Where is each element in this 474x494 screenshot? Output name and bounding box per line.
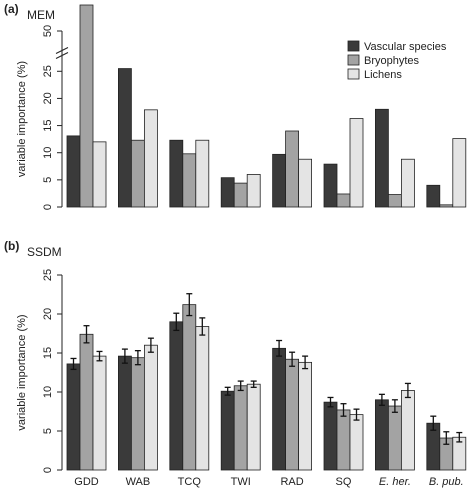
bar-lichens-wab (143, 109, 158, 208)
y-tick-label: 10 (42, 147, 54, 159)
bar-vascular-species-sq (323, 401, 338, 471)
bar-vascular-species-twi (220, 390, 235, 471)
y-tick-label: 0 (42, 467, 54, 473)
panel-b-tag: (b) (4, 239, 19, 253)
panel-a-title: MEM (27, 8, 55, 22)
legend-label-bryophytes: Bryophytes (364, 55, 420, 67)
bar-vascular-species-sq (323, 163, 338, 208)
bar-lichens-gdd (92, 141, 107, 208)
bar-bryophytes-e-her (387, 194, 402, 208)
legend-swatch-lichens (347, 68, 360, 80)
y-tick-label: 10 (42, 386, 54, 398)
bar-bryophytes-tcq (182, 153, 197, 208)
bar-bryophytes-sq (336, 409, 351, 471)
bar-bryophytes-b-pub (439, 204, 454, 208)
bar-lichens-twi (246, 383, 261, 471)
y-tick-label: 20 (42, 92, 54, 104)
bar-lichens-rad (298, 361, 313, 471)
legend-label-lichens: Lichens (364, 69, 402, 81)
y-axis-label: variable importance (%) (16, 314, 28, 430)
bar-bryophytes-rad (285, 358, 300, 471)
bar-vascular-species-wab (118, 68, 132, 208)
panel-a-tag: (a) (4, 2, 19, 16)
y-tick-label: 5 (42, 177, 54, 183)
bar-lichens-b-pub (452, 138, 467, 208)
bar-vascular-species-wab (118, 355, 132, 471)
bar-lichens-sq (349, 414, 364, 471)
bar-vascular-species-e-her (374, 399, 389, 471)
y-tick-label: 20 (42, 308, 54, 320)
x-tick-label: TCQ (178, 476, 202, 488)
bar-vascular-species-tcq (169, 139, 184, 208)
y-tick-label: 25 (42, 65, 54, 77)
legend-label-vascular-species: Vascular species (364, 41, 447, 53)
x-tick-label: B. pub. (429, 476, 464, 488)
bar-vascular-species-rad (272, 347, 287, 471)
bar-lichens-e-her (400, 390, 415, 471)
bar-bryophytes-gdd (79, 4, 94, 208)
x-tick-label: WAB (126, 476, 151, 488)
axis-break-mark (55, 47, 69, 54)
bar-bryophytes-tcq (182, 304, 197, 471)
y-tick-label: 25 (42, 269, 54, 281)
x-tick-label: RAD (280, 476, 303, 488)
panel-b-plot: 0 5 10 15 20 25 variable importance (%) GDD WAB T… (16, 269, 467, 488)
bar-bryophytes-sq (336, 193, 351, 208)
bar-vascular-species-e-her (374, 108, 389, 208)
bar-vascular-species-gdd (66, 135, 81, 208)
bar-lichens-tcq (195, 326, 210, 471)
bar-lichens-twi (246, 174, 261, 208)
bar-bryophytes-gdd (79, 333, 94, 471)
panel-a-plot: 0 5 10 15 20 25 50 variable importance (%) Vascu… (16, 4, 467, 210)
y-tick-label: 15 (42, 347, 54, 359)
legend-swatch-vascular-species (347, 40, 360, 52)
bar-lichens-rad (298, 158, 313, 208)
bar-lichens-tcq (195, 139, 210, 208)
bar-vascular-species-tcq (169, 321, 184, 471)
bar-vascular-species-gdd (66, 363, 81, 471)
x-tick-label: TWI (231, 476, 251, 488)
y-tick-label: 0 (42, 204, 54, 210)
y-axis-label: variable importance (%) (16, 61, 28, 177)
y-tick-label: 15 (42, 119, 54, 131)
bar-vascular-species-twi (220, 177, 235, 208)
bar-bryophytes-wab (130, 357, 145, 471)
bar-lichens-e-her (400, 158, 415, 208)
bar-lichens-wab (143, 344, 158, 471)
x-tick-label: E. her. (379, 476, 411, 488)
bar-lichens-gdd (92, 355, 107, 471)
x-tick-label: GDD (74, 476, 99, 488)
bar-bryophytes-wab (130, 139, 145, 208)
bar-bryophytes-twi (233, 385, 248, 471)
legend-swatch-bryophytes (347, 54, 360, 66)
bar-vascular-species-rad (272, 153, 287, 208)
y-tick-label: 50 (42, 25, 54, 37)
axis-break-mark (55, 52, 69, 59)
bar-lichens-sq (349, 118, 364, 208)
x-tick-label: SQ (336, 476, 352, 488)
bar-bryophytes-e-her (387, 405, 402, 471)
bar-vascular-species-b-pub (426, 184, 441, 208)
bar-bryophytes-twi (233, 182, 248, 208)
y-tick-label: 5 (42, 428, 54, 434)
panel-b-title: SSDM (27, 245, 62, 259)
bar-bryophytes-rad (285, 130, 300, 208)
